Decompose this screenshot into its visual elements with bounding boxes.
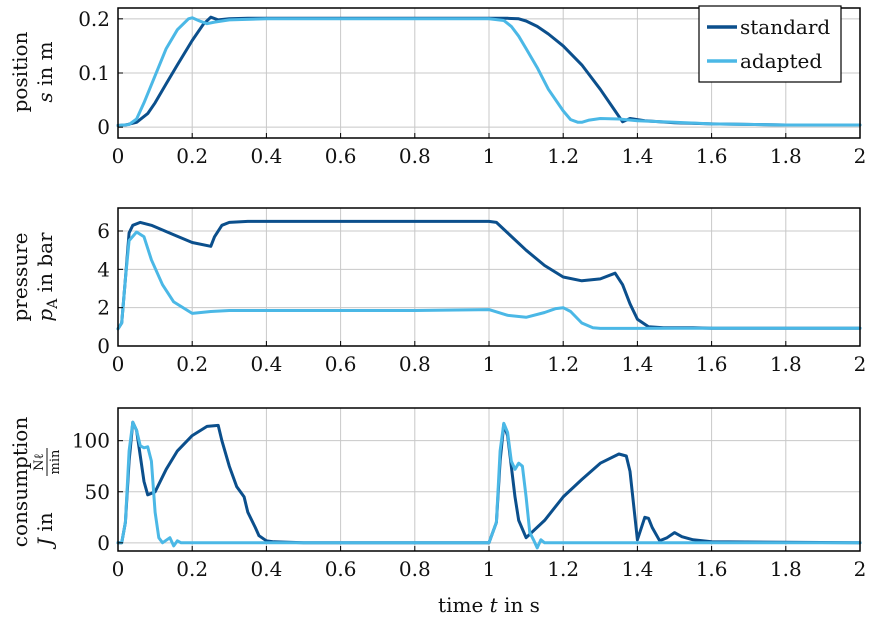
consumption-ylabel-main: J in — [33, 512, 57, 550]
position-ylabel-unit: in m — [33, 41, 57, 92]
position-ylabel-line1: position — [8, 31, 32, 112]
x-axis-label-prefix: time — [438, 593, 490, 617]
pressure-xtick-label: 1.4 — [621, 352, 653, 376]
consumption-xtick-label: 1.2 — [547, 557, 579, 581]
pressure-ytick-label: 4 — [97, 257, 110, 281]
consumption-ylabel-line2: J in Nℓ min — [32, 448, 63, 550]
position-xtick-label: 1 — [483, 144, 496, 168]
pressure-xtick-label: 0.4 — [250, 352, 282, 376]
consumption-xtick-label: 0.4 — [250, 557, 282, 581]
position-xtick-label: 0 — [112, 144, 125, 168]
legend-label-standard: standard — [740, 15, 830, 39]
consumption-xtick-label: 1.6 — [696, 557, 728, 581]
pressure-ylabel-var: p — [33, 309, 57, 322]
consumption-ylabel-frac-den: min — [48, 449, 63, 474]
pressure-xtick-label: 0 — [112, 352, 125, 376]
consumption-xtick-label: 0 — [112, 557, 125, 581]
position-ytick-label: 0.1 — [78, 61, 110, 85]
position-series — [116, 15, 862, 127]
position-ytick-label: 0 — [97, 115, 110, 139]
consumption-xtick-label: 0.2 — [176, 557, 208, 581]
pressure-ytick-label: 2 — [97, 296, 110, 320]
position-xtick-label: 0.6 — [325, 144, 357, 168]
legend-label-adapted: adapted — [740, 49, 822, 73]
position-xtick-label: 1.2 — [547, 144, 579, 168]
pressure-grid — [117, 208, 861, 347]
consumption-ytick-label: 100 — [72, 429, 110, 453]
consumption-xtick-label: 0.6 — [325, 557, 357, 581]
legend-box — [698, 5, 842, 83]
consumption-xtick-label: 0.8 — [399, 557, 431, 581]
pressure-series — [116, 219, 862, 331]
consumption-xtick-label: 1.8 — [770, 557, 802, 581]
pressure-ylabel-line2: pA in bar — [33, 232, 61, 322]
consumption-ylabel-unit: in — [33, 512, 57, 538]
pressure-ylabel-line1: pressure — [8, 232, 32, 321]
pressure-ytick-label: 6 — [97, 219, 110, 243]
consumption-ylabel-line1: consumption — [8, 417, 32, 548]
position-xtick-label: 0.4 — [250, 144, 282, 168]
pressure-xtick-label: 0.8 — [399, 352, 431, 376]
consumption-series-adapted — [116, 420, 862, 550]
consumption-series — [116, 420, 862, 550]
consumption-panel: 0 0.2 0.4 0.6 0.8 1 1.2 1.4 1.6 1.8 2 0 50 100 consum… — [8, 407, 867, 581]
pressure-series-adapted — [116, 230, 862, 331]
pressure-series-standard — [116, 219, 862, 331]
pressure-ytick-label: 0 — [97, 334, 110, 358]
position-xtick-label: 2 — [854, 144, 867, 168]
pressure-panel: 0 0.2 0.4 0.6 0.8 1 1.2 1.4 1.6 1.8 2 0 2 4 6 pressure… — [8, 207, 866, 376]
consumption-ytick-label: 50 — [85, 480, 110, 504]
pressure-ticks: 0 0.2 0.4 0.6 0.8 1 1.2 1.4 1.6 1.8 2 0 2 4 6 — [97, 219, 866, 376]
consumption-xtick-label: 1.4 — [621, 557, 653, 581]
consumption-ticks: 0 0.2 0.4 0.6 0.8 1 1.2 1.4 1.6 1.8 2 0 50 100 — [72, 429, 867, 581]
consumption-grid — [117, 408, 861, 551]
pressure-ylabel-sub: A — [45, 298, 61, 310]
consumption-ylabel-var: J — [33, 537, 57, 550]
pressure-xtick-label: 0.6 — [325, 352, 357, 376]
pressure-ylabel-unit: in bar — [33, 232, 57, 299]
x-axis-label-suffix: in s — [498, 593, 540, 617]
pressure-xtick-label: 2 — [854, 352, 867, 376]
position-series-adapted — [116, 16, 862, 127]
x-axis-label-var: t — [490, 593, 499, 617]
consumption-ytick-label: 0 — [97, 531, 110, 555]
position-ylabel-var: s — [33, 92, 57, 102]
pressure-xtick-label: 1.6 — [696, 352, 728, 376]
legend: standard adapted — [698, 5, 842, 83]
position-xtick-label: 0.8 — [399, 144, 431, 168]
position-xtick-label: 1.8 — [770, 144, 802, 168]
consumption-xtick-label: 1 — [483, 557, 496, 581]
position-xtick-label: 1.6 — [696, 144, 728, 168]
pressure-xtick-label: 1 — [483, 352, 496, 376]
position-ticks: 0 0.2 0.4 0.6 0.8 1 1.2 1.4 1.6 1.8 2 0 0.1 0.2 — [78, 7, 866, 168]
x-axis-label: time t in s — [438, 593, 540, 617]
position-xtick-label: 1.4 — [621, 144, 653, 168]
position-ytick-label: 0.2 — [78, 7, 110, 31]
pressure-xtick-label: 1.2 — [547, 352, 579, 376]
pressure-xtick-label: 1.8 — [770, 352, 802, 376]
consumption-xtick-label: 2 — [854, 557, 867, 581]
consumption-ylabel-frac-num: Nℓ — [32, 453, 47, 471]
pressure-xtick-label: 0.2 — [176, 352, 208, 376]
position-ylabel-line2: s in m — [33, 41, 57, 102]
position-xtick-label: 0.2 — [176, 144, 208, 168]
